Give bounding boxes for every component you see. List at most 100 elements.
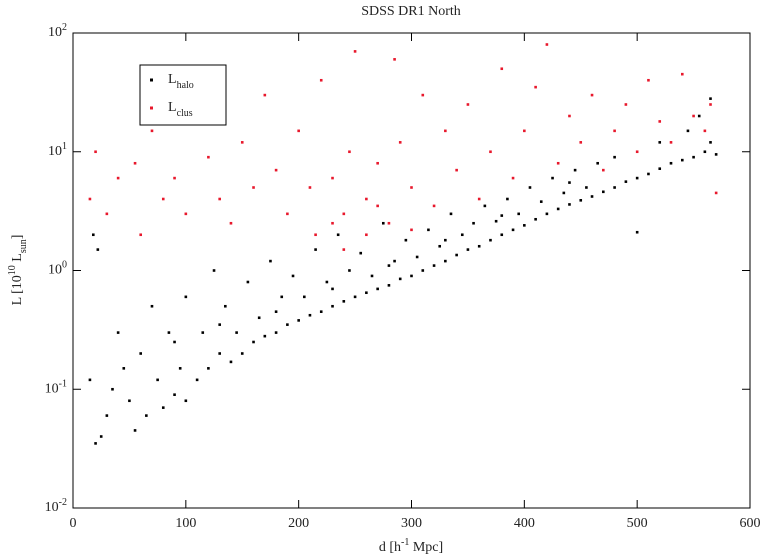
point (635, 150, 639, 154)
point (449, 212, 453, 216)
point (410, 274, 413, 278)
point (506, 197, 509, 201)
point (477, 244, 481, 248)
point (365, 197, 368, 201)
point (697, 114, 701, 118)
point (568, 181, 571, 184)
point (161, 197, 165, 201)
point (455, 168, 458, 172)
point (370, 274, 374, 278)
point (342, 212, 346, 216)
point (596, 161, 599, 165)
point (556, 161, 560, 165)
point (353, 50, 357, 53)
point (376, 287, 379, 291)
point (517, 212, 520, 216)
point (257, 316, 261, 320)
point (500, 214, 504, 217)
point (489, 238, 492, 242)
point (703, 150, 707, 154)
point (562, 191, 566, 195)
y-axis-label: L [1010​ Lsun​] (7, 235, 29, 306)
point (624, 180, 628, 183)
point (269, 259, 272, 263)
point (444, 259, 447, 263)
point (263, 93, 267, 97)
point (703, 129, 707, 133)
point (714, 191, 718, 195)
point (686, 129, 690, 133)
x-tick-label: 500 (627, 516, 648, 531)
point (353, 295, 357, 299)
point (331, 176, 334, 180)
point (342, 300, 346, 303)
point (314, 233, 317, 237)
point (528, 186, 532, 189)
point (387, 284, 391, 287)
legend-label: Lclus​ (168, 100, 193, 119)
point (494, 219, 498, 223)
point (156, 378, 159, 382)
legend-label: Lhalo​ (168, 72, 194, 91)
point (658, 120, 662, 123)
point (534, 85, 537, 89)
point (133, 161, 137, 165)
point (291, 274, 295, 278)
point (602, 190, 605, 194)
point (92, 233, 95, 237)
point (94, 442, 97, 445)
point (331, 287, 334, 291)
point (94, 150, 97, 154)
point (523, 224, 526, 227)
point (286, 323, 289, 326)
point (308, 186, 312, 189)
point (319, 78, 323, 82)
point (235, 331, 238, 334)
point (111, 387, 114, 391)
point (709, 97, 712, 100)
x-tick-label: 300 (401, 516, 422, 531)
point (348, 269, 351, 272)
point (551, 176, 554, 180)
point (359, 251, 363, 255)
point (714, 153, 718, 156)
point (568, 203, 571, 206)
x-tick-label: 0 (70, 516, 77, 531)
point (534, 217, 537, 221)
point (224, 304, 227, 308)
point (415, 255, 419, 259)
point (161, 406, 165, 409)
point (658, 141, 662, 144)
point (613, 155, 616, 159)
point (167, 331, 171, 334)
point (613, 129, 616, 133)
point (376, 204, 379, 208)
point (647, 78, 650, 82)
point (624, 103, 628, 106)
point (286, 212, 289, 216)
legend-box (139, 64, 227, 126)
point (404, 238, 408, 242)
point (133, 429, 137, 432)
point (173, 176, 176, 180)
point (579, 199, 583, 202)
chart-title: SDSS DR1 North (361, 4, 461, 19)
point (336, 233, 340, 237)
point (280, 295, 284, 299)
point (348, 150, 351, 154)
x-tick-label: 600 (740, 516, 761, 531)
point (590, 195, 594, 198)
point (150, 304, 154, 308)
y-tick-label: 10-1​ (45, 378, 67, 396)
point (331, 304, 334, 308)
point (590, 93, 594, 97)
point (229, 360, 233, 364)
point (218, 197, 221, 201)
point (523, 129, 526, 133)
point (173, 340, 176, 344)
y-tick-label: 10-2​ (45, 497, 67, 515)
point (184, 399, 188, 403)
point (539, 200, 543, 203)
point (145, 414, 148, 417)
point (240, 141, 244, 144)
